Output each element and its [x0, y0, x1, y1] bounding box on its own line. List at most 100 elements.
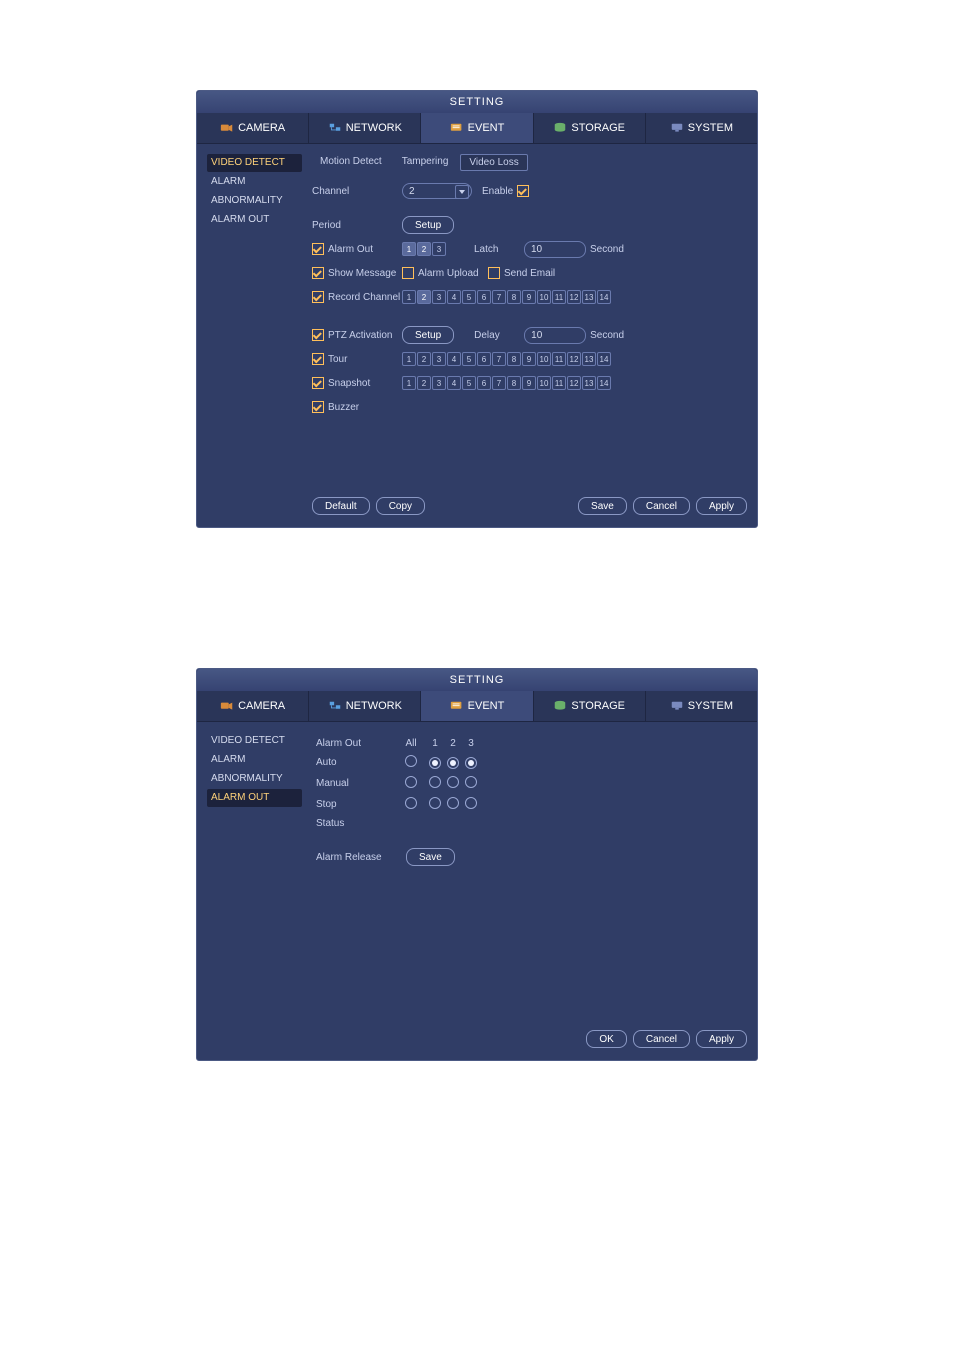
channel-slot-6[interactable]: 6 — [477, 352, 491, 366]
tab-video-loss[interactable]: Video Loss — [460, 154, 527, 171]
channel-slot-11[interactable]: 11 — [552, 376, 566, 390]
channel-slot-10[interactable]: 10 — [537, 376, 551, 390]
channel-slot-7[interactable]: 7 — [492, 290, 506, 304]
channel-slot-10[interactable]: 10 — [537, 290, 551, 304]
delay-input[interactable]: 10 — [524, 327, 586, 344]
channel-slot-5[interactable]: 5 — [462, 290, 476, 304]
channel-slot-13[interactable]: 13 — [582, 376, 596, 390]
ao-radio-manual-all[interactable] — [405, 776, 417, 788]
copy-button[interactable]: Copy — [376, 497, 425, 515]
snapshot-checkbox[interactable] — [312, 377, 324, 389]
sidebar-item-video-detect[interactable]: VIDEO DETECT — [207, 732, 302, 750]
channel-slot-3[interactable]: 3 — [432, 376, 446, 390]
cancel-button[interactable]: Cancel — [633, 497, 690, 515]
save-button[interactable]: Save — [578, 497, 627, 515]
channel-slot-6[interactable]: 6 — [477, 376, 491, 390]
channel-slot-13[interactable]: 13 — [582, 290, 596, 304]
channel-slot-9[interactable]: 9 — [522, 352, 536, 366]
ok-button[interactable]: OK — [586, 1030, 626, 1048]
channel-slot-1[interactable]: 1 — [402, 242, 416, 256]
alarm-release-save-button[interactable]: Save — [406, 848, 455, 866]
cancel-button[interactable]: Cancel — [633, 1030, 690, 1048]
topnav-network[interactable]: NETWORK — [309, 691, 421, 721]
channel-slot-7[interactable]: 7 — [492, 376, 506, 390]
channel-slot-3[interactable]: 3 — [432, 242, 446, 256]
sendemail-checkbox[interactable] — [488, 267, 500, 279]
channel-slot-1[interactable]: 1 — [402, 290, 416, 304]
channel-slot-13[interactable]: 13 — [582, 352, 596, 366]
tab-tampering[interactable]: Tampering — [394, 154, 457, 171]
sidebar-item-video-detect[interactable]: VIDEO DETECT — [207, 154, 302, 172]
channel-slot-5[interactable]: 5 — [462, 376, 476, 390]
latch-input[interactable]: 10 — [524, 241, 586, 258]
channel-slot-2[interactable]: 2 — [417, 290, 431, 304]
apply-button[interactable]: Apply — [696, 1030, 747, 1048]
topnav-network[interactable]: NETWORK — [309, 113, 421, 143]
sidebar-item-abnormality[interactable]: ABNORMALITY — [207, 192, 302, 210]
ao-radio-manual-1[interactable] — [429, 776, 441, 788]
topnav-system[interactable]: SYSTEM — [646, 113, 757, 143]
channel-slot-3[interactable]: 3 — [432, 352, 446, 366]
channel-slot-9[interactable]: 9 — [522, 376, 536, 390]
buzzer-checkbox[interactable] — [312, 401, 324, 413]
channel-slot-12[interactable]: 12 — [567, 352, 581, 366]
ao-radio-auto-2[interactable] — [447, 757, 459, 769]
channel-slot-14[interactable]: 14 — [597, 290, 611, 304]
topnav-storage[interactable]: STORAGE — [534, 113, 646, 143]
ao-radio-auto-all[interactable] — [405, 755, 417, 767]
sidebar-item-alarm-out[interactable]: ALARM OUT — [207, 789, 302, 807]
channel-slot-12[interactable]: 12 — [567, 290, 581, 304]
ptz-checkbox[interactable] — [312, 329, 324, 341]
recchan-checkbox[interactable] — [312, 291, 324, 303]
channel-slot-8[interactable]: 8 — [507, 290, 521, 304]
ao-radio-manual-2[interactable] — [447, 776, 459, 788]
channel-slot-10[interactable]: 10 — [537, 352, 551, 366]
alarmout-checkbox[interactable] — [312, 243, 324, 255]
channel-slot-11[interactable]: 11 — [552, 352, 566, 366]
sidebar-item-alarm-out[interactable]: ALARM OUT — [207, 211, 302, 229]
channel-slot-7[interactable]: 7 — [492, 352, 506, 366]
ptz-setup-button[interactable]: Setup — [402, 326, 454, 344]
apply-button[interactable]: Apply — [696, 497, 747, 515]
channel-slot-12[interactable]: 12 — [567, 376, 581, 390]
alarmupload-checkbox[interactable] — [402, 267, 414, 279]
ao-radio-auto-3[interactable] — [465, 757, 477, 769]
showmsg-checkbox[interactable] — [312, 267, 324, 279]
period-setup-button[interactable]: Setup — [402, 216, 454, 234]
channel-slot-4[interactable]: 4 — [447, 376, 461, 390]
topnav-system[interactable]: SYSTEM — [646, 691, 757, 721]
ao-radio-stop-2[interactable] — [447, 797, 459, 809]
channel-slot-8[interactable]: 8 — [507, 376, 521, 390]
ao-radio-manual-3[interactable] — [465, 776, 477, 788]
channel-slot-2[interactable]: 2 — [417, 376, 431, 390]
channel-slot-11[interactable]: 11 — [552, 290, 566, 304]
sidebar-item-alarm[interactable]: ALARM — [207, 751, 302, 769]
topnav-camera[interactable]: CAMERA — [197, 691, 309, 721]
channel-slot-5[interactable]: 5 — [462, 352, 476, 366]
sidebar-item-abnormality[interactable]: ABNORMALITY — [207, 770, 302, 788]
sidebar-item-alarm[interactable]: ALARM — [207, 173, 302, 191]
channel-slot-4[interactable]: 4 — [447, 352, 461, 366]
channel-slot-1[interactable]: 1 — [402, 376, 416, 390]
topnav-storage[interactable]: STORAGE — [534, 691, 646, 721]
topnav-event[interactable]: EVENT — [421, 691, 533, 721]
channel-slot-8[interactable]: 8 — [507, 352, 521, 366]
topnav-event[interactable]: EVENT — [421, 113, 533, 143]
enable-checkbox[interactable] — [517, 185, 529, 197]
channel-slot-2[interactable]: 2 — [417, 242, 431, 256]
default-button[interactable]: Default — [312, 497, 370, 515]
channel-slot-1[interactable]: 1 — [402, 352, 416, 366]
tour-checkbox[interactable] — [312, 353, 324, 365]
ao-radio-stop-1[interactable] — [429, 797, 441, 809]
channel-slot-6[interactable]: 6 — [477, 290, 491, 304]
ao-radio-stop-3[interactable] — [465, 797, 477, 809]
channel-slot-14[interactable]: 14 — [597, 352, 611, 366]
ao-radio-stop-all[interactable] — [405, 797, 417, 809]
channel-slot-3[interactable]: 3 — [432, 290, 446, 304]
channel-slot-9[interactable]: 9 — [522, 290, 536, 304]
channel-slot-4[interactable]: 4 — [447, 290, 461, 304]
channel-select[interactable]: 2 — [402, 183, 472, 199]
channel-slot-2[interactable]: 2 — [417, 352, 431, 366]
tab-motion-detect[interactable]: Motion Detect — [312, 154, 390, 171]
topnav-camera[interactable]: CAMERA — [197, 113, 309, 143]
